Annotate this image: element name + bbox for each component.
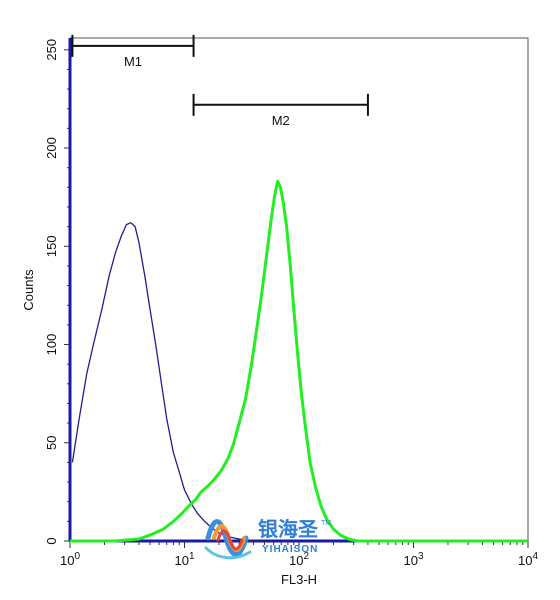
marker-m1: M1 [71,34,195,69]
y-tick-label: 150 [44,235,59,257]
watermark-logo: 银海圣 TM YIHAISON [204,517,331,560]
y-axis-label: Counts [21,269,36,311]
y-tick-label: 0 [44,537,59,544]
y-tick-label: 250 [44,39,59,61]
watermark-emblem-icon [204,519,252,560]
y-tick-label: 200 [44,137,59,159]
y-tick-label: 50 [44,436,59,450]
watermark-tm: TM [321,520,331,527]
x-tick-label: 101 [174,551,194,568]
watermark-cn-text: 银海圣 [258,517,319,541]
marker-gates: M1 M2 [71,34,369,128]
x-tick-label: 104 [518,551,538,568]
histogram-series-1 [71,222,274,542]
marker-m2: M2 [192,93,369,128]
x-tick-label: 103 [403,551,423,568]
x-tick-label: 100 [60,551,80,568]
marker-label: M2 [272,113,290,128]
marker-label: M1 [124,54,142,69]
y-axis-ticks: 0 50 100 150 200 250 [44,39,70,545]
watermark-en-text: YIHAISON [262,544,318,555]
x-axis-ticks: 100 101 102 103 104 [60,541,538,568]
x-axis-label: FL3-H [281,572,317,587]
y-tick-label: 100 [44,334,59,356]
histogram-series-layer [70,179,528,543]
histogram-series-2 [70,179,528,543]
x-tick-label: 102 [289,551,309,568]
